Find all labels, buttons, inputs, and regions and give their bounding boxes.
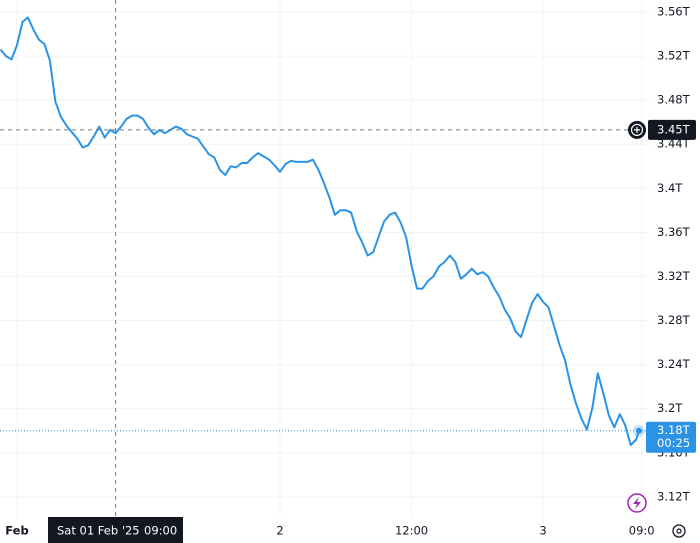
crosshair-time-label: 09:00 <box>144 524 177 538</box>
alert-icon-bolt[interactable] <box>633 497 641 509</box>
crosshair-price-badge <box>648 119 696 140</box>
crosshair-date-label: Sat 01 Feb '25 <box>57 524 140 538</box>
settings-hub[interactable] <box>676 528 682 534</box>
y-tick-label: 3.48T <box>657 93 691 107</box>
x-tick-label: Feb <box>5 524 28 538</box>
settings-gear[interactable] <box>672 524 686 538</box>
settings-icon[interactable] <box>672 524 686 538</box>
y-tick-label: 3.12T <box>657 489 691 503</box>
y-tick-label: 3.44T <box>657 137 691 151</box>
price-line <box>0 16 640 446</box>
x-tick-label: 3 <box>539 524 546 538</box>
x-tick-label: 2 <box>276 524 283 538</box>
last-price-dot-core <box>635 427 642 434</box>
y-tick-label: 3.2T <box>657 401 683 415</box>
last-price-label: 3.18T <box>657 423 691 437</box>
add-alert-button[interactable] <box>628 120 646 139</box>
add-alert-plus[interactable] <box>634 126 640 133</box>
x-tick-label: 09:0 <box>629 524 655 538</box>
countdown-label: 00:25 <box>657 436 690 450</box>
y-tick-label: 3.24T <box>657 357 691 371</box>
add-alert-ring[interactable] <box>630 123 644 137</box>
y-tick-label: 3.56T <box>657 5 691 19</box>
alert-icon[interactable] <box>627 493 647 513</box>
y-tick-label: 3.52T <box>657 49 691 63</box>
y-tick-label: 3.32T <box>657 269 691 283</box>
last-price-badge <box>646 421 696 453</box>
y-tick-label: 3.36T <box>657 225 691 239</box>
crosshair-price-label: 3.45T <box>657 122 691 136</box>
crosshair-time-badge <box>48 517 183 543</box>
y-tick-label: 3.4T <box>657 181 683 195</box>
y-tick-label: 3.28T <box>657 313 691 327</box>
x-tick-label: 12:00 <box>395 524 428 538</box>
